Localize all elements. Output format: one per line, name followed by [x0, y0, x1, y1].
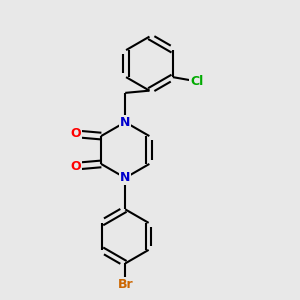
Text: N: N — [120, 171, 130, 184]
Text: N: N — [120, 116, 130, 129]
Text: O: O — [70, 160, 81, 173]
Text: Br: Br — [117, 278, 133, 291]
Text: O: O — [70, 127, 81, 140]
Text: Cl: Cl — [190, 75, 203, 88]
